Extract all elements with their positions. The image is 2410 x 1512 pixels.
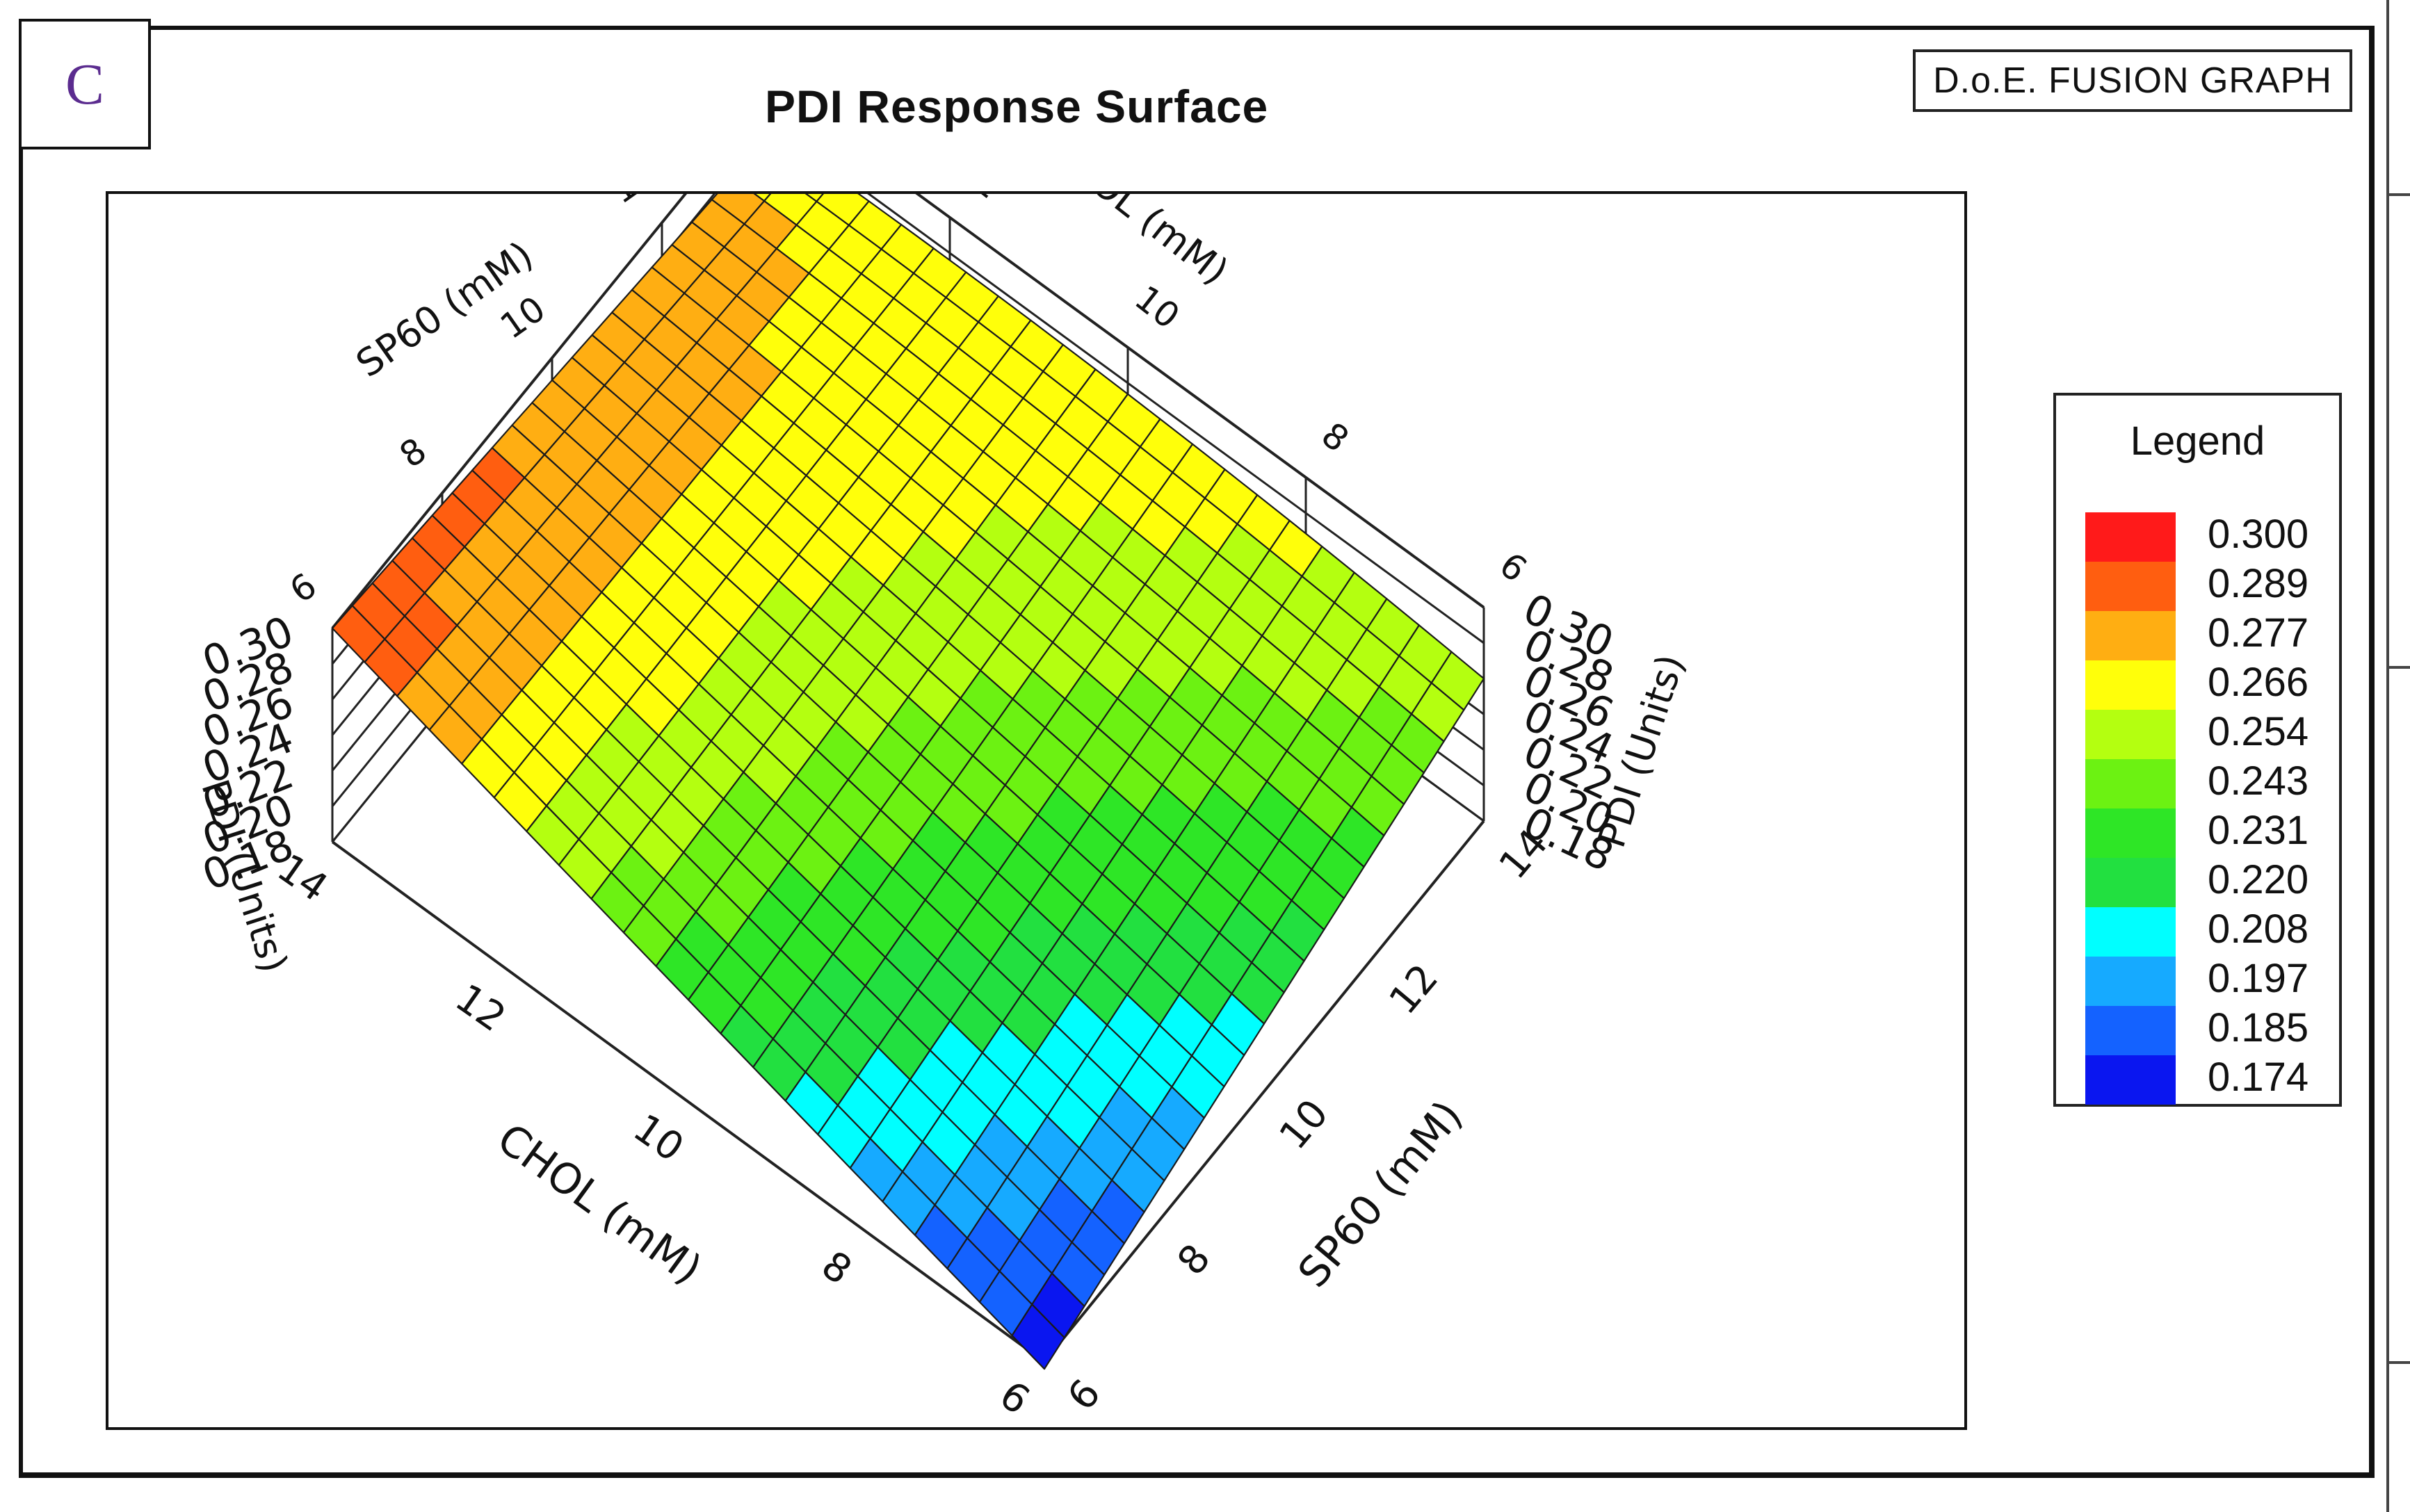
legend-swatch — [2085, 808, 2176, 858]
x-tick-label-top: 12 — [949, 194, 1009, 206]
surface-facet — [1011, 1303, 1065, 1370]
y-tick-label-top: 8 — [392, 430, 433, 476]
legend-swatch — [2085, 1006, 2176, 1055]
legend-label: 0.231 — [2208, 808, 2309, 853]
x-tick-label-top: 10 — [1127, 278, 1187, 337]
x-tick-label-top: 8 — [1314, 414, 1357, 460]
y-tick-label: 12 — [1381, 956, 1448, 1023]
legend-swatch — [2085, 858, 2176, 907]
grid-line — [771, 122, 1485, 644]
response-surface — [331, 131, 1485, 1370]
y-tick-label: 6 — [1059, 1371, 1110, 1419]
legend-swatch — [2085, 1055, 2176, 1105]
axis-line — [1043, 820, 1485, 1363]
brand-label: D.o.E. FUSION GRAPH — [1913, 49, 2352, 112]
legend-label: 0.197 — [2208, 956, 2309, 1001]
legend-label: 0.243 — [2208, 758, 2309, 804]
legend-label: 0.289 — [2208, 561, 2309, 606]
x-axis-label-top: CHOL (mM) — [1040, 194, 1237, 293]
legend: Legend 0.300 0.289 0.277 0.266 0.254 0.243 0.2… — [2053, 393, 2342, 1107]
frame-edge-marks — [2386, 0, 2410, 1512]
legend-swatch — [2085, 562, 2176, 611]
legend-title: Legend — [2130, 418, 2265, 464]
y-tick-label-top: 10 — [493, 288, 552, 347]
x-tick-label: 12 — [447, 975, 514, 1041]
panel-label: C — [19, 19, 151, 149]
x-tick-label: 8 — [814, 1242, 859, 1294]
y-tick-label-top: 12 — [603, 194, 662, 211]
legend-swatch — [2085, 759, 2176, 808]
legend-label: 0.220 — [2208, 857, 2309, 902]
y-tick-label-top: 6 — [282, 565, 323, 611]
legend-swatch — [2085, 611, 2176, 660]
legend-label: 0.174 — [2208, 1055, 2309, 1100]
legend-label: 0.254 — [2208, 709, 2309, 754]
legend-label: 0.277 — [2208, 610, 2309, 656]
x-tick-label: 6 — [992, 1372, 1037, 1424]
legend-swatch — [2085, 957, 2176, 1006]
legend-label: 0.208 — [2208, 907, 2309, 952]
y-tick-label: 8 — [1169, 1236, 1220, 1284]
legend-swatch — [2085, 660, 2176, 710]
legend-label: 0.300 — [2208, 512, 2309, 557]
chart-title: PDI Response Surface — [765, 81, 1269, 132]
x-tick-label-top: 6 — [1492, 544, 1535, 590]
x-tick-label: 10 — [625, 1105, 692, 1171]
legend-label: 0.185 — [2208, 1005, 2309, 1050]
legend-swatch — [2085, 907, 2176, 957]
legend-label: 0.266 — [2208, 660, 2309, 705]
legend-swatch — [2085, 710, 2176, 759]
legend-swatch — [2085, 512, 2176, 562]
y-tick-label: 10 — [1271, 1091, 1338, 1158]
axis-line — [331, 840, 1046, 1363]
